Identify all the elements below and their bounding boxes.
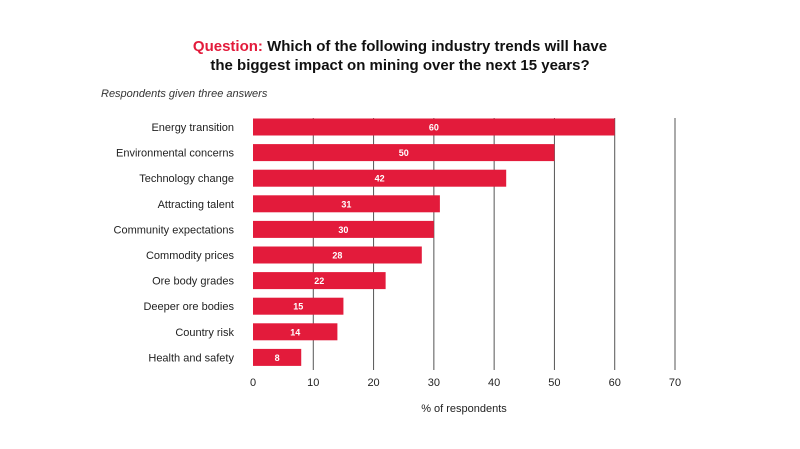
bar-4 bbox=[253, 220, 434, 238]
category-label-8: Country risk bbox=[175, 327, 234, 339]
category-label-2: Technology change bbox=[139, 173, 234, 185]
bar-9 bbox=[253, 348, 302, 366]
title-line-1: Question: Which of the following industr… bbox=[0, 37, 800, 56]
bar-1 bbox=[253, 144, 555, 162]
chart-subtitle: Respondents given three answers bbox=[101, 88, 268, 100]
x-axis-title: % of respondents bbox=[421, 403, 507, 415]
bar-value-label-5: 28 bbox=[332, 251, 342, 261]
bar-3 bbox=[253, 195, 440, 213]
bar-7 bbox=[253, 297, 344, 315]
bar-6 bbox=[253, 272, 386, 290]
bars: 60 50 42 31 30 28 22 15 14 8 bbox=[253, 118, 615, 366]
bar-value-label-0: 60 bbox=[429, 123, 439, 133]
x-tick-label-70: 70 bbox=[669, 377, 681, 389]
bar-value-label-4: 30 bbox=[338, 225, 348, 235]
bar-8 bbox=[253, 323, 338, 341]
x-tick-label-50: 50 bbox=[548, 377, 560, 389]
category-label-0: Energy transition bbox=[151, 122, 234, 134]
question-text-line-2: the biggest impact on mining over the ne… bbox=[210, 57, 590, 74]
x-tick-labels: 0 10 20 30 40 50 60 70 bbox=[250, 377, 681, 389]
category-label-1: Environmental concerns bbox=[116, 148, 235, 160]
category-label-3: Attracting talent bbox=[158, 199, 234, 211]
bar-value-label-9: 8 bbox=[275, 353, 280, 363]
category-label-4: Community expectations bbox=[114, 224, 235, 236]
category-label-9: Health and safety bbox=[148, 352, 234, 364]
bar-value-label-8: 14 bbox=[290, 327, 300, 337]
bar-value-label-6: 22 bbox=[314, 276, 324, 286]
bar-0 bbox=[253, 118, 615, 136]
bar-5 bbox=[253, 246, 422, 264]
x-tick-label-40: 40 bbox=[488, 377, 500, 389]
category-labels: Energy transition Environmental concerns T… bbox=[114, 122, 235, 364]
bar-value-label-3: 31 bbox=[341, 199, 351, 209]
question-prefix: Question: bbox=[192, 38, 263, 55]
bar-value-label-1: 50 bbox=[399, 148, 409, 158]
bar-value-label-2: 42 bbox=[375, 174, 385, 184]
question-text-line-1: Which of the following industry trends w… bbox=[267, 38, 608, 55]
x-tick-label-60: 60 bbox=[609, 377, 621, 389]
category-label-7: Deeper ore bodies bbox=[143, 301, 234, 313]
bar-value-label-7: 15 bbox=[293, 302, 303, 312]
x-tick-label-20: 20 bbox=[367, 377, 379, 389]
bar-2 bbox=[253, 169, 507, 187]
category-label-5: Commodity prices bbox=[146, 250, 235, 262]
x-tick-label-0: 0 bbox=[250, 377, 256, 389]
category-label-6: Ore body grades bbox=[152, 276, 234, 288]
chart-title: Question: Which of the following industr… bbox=[0, 37, 800, 75]
x-tick-label-10: 10 bbox=[307, 377, 319, 389]
x-tick-label-30: 30 bbox=[428, 377, 440, 389]
